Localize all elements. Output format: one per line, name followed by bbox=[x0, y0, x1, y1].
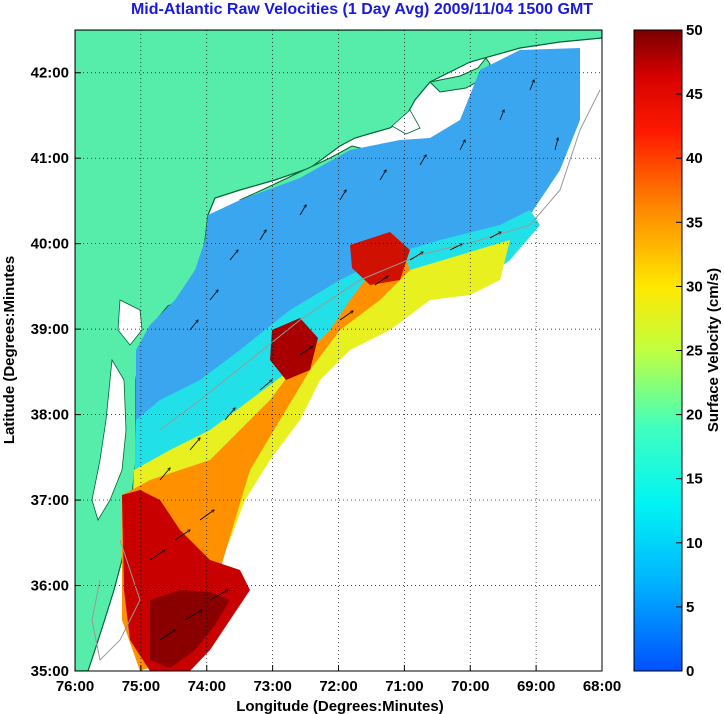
colorbar-tick-label: 5 bbox=[686, 599, 694, 616]
colorbar-tick-label: 20 bbox=[686, 407, 703, 424]
x-axis-ticks: 76:00 75:00 74:00 73:00 72:00 71:00 70:00 69:00… bbox=[56, 665, 621, 695]
colorbar-tick-label: 50 bbox=[686, 22, 703, 39]
y-tick-label: 37:00 bbox=[31, 492, 69, 509]
y-tick-label: 38:00 bbox=[31, 407, 69, 424]
x-tick-label: 70:00 bbox=[451, 678, 489, 695]
x-axis-title: Longitude (Degrees:Minutes) bbox=[236, 698, 444, 714]
map-title: Mid-Atlantic Raw Velocities (1 Day Avg) … bbox=[130, 1, 594, 18]
x-tick-label: 73:00 bbox=[253, 678, 291, 695]
y-axis-title: Latitude (Degrees:Minutes bbox=[1, 256, 18, 444]
velocity-arrows bbox=[149, 80, 558, 641]
colorbar-tick-label: 35 bbox=[686, 214, 703, 231]
y-tick-label: 39:00 bbox=[31, 321, 69, 338]
bathymetry-contour bbox=[159, 89, 601, 431]
velocity-field-low bbox=[136, 48, 580, 430]
narragansett-area bbox=[391, 109, 421, 135]
x-tick-label: 76:00 bbox=[56, 678, 94, 695]
x-tick-label: 75:00 bbox=[122, 678, 160, 695]
bathymetry-contour bbox=[91, 539, 141, 662]
y-tick-label: 41:00 bbox=[31, 150, 69, 167]
colorbar-ticks: 0 5 10 15 20 25 30 35 40 45 50 bbox=[676, 22, 703, 680]
y-tick-label: 35:00 bbox=[31, 663, 69, 680]
colorbar-tick-label: 30 bbox=[686, 278, 703, 295]
colorbar-tick-label: 40 bbox=[686, 150, 703, 167]
y-tick-label: 40:00 bbox=[31, 236, 69, 253]
velocity-field-high-core bbox=[150, 590, 230, 668]
y-axis-ticks: 35:00 36:00 37:00 38:00 39:00 40:00 41:00 42:00 bbox=[31, 65, 81, 680]
colorbar-label: Surface Velocity (cm/s) bbox=[705, 268, 722, 432]
colorbar bbox=[633, 29, 683, 672]
velocity-hotspot-east bbox=[350, 232, 410, 285]
x-tick-label: 68:00 bbox=[583, 678, 621, 695]
colorbar-tick-label: 25 bbox=[686, 343, 703, 360]
velocity-hotspot-central bbox=[270, 318, 318, 380]
x-tick-label: 74:00 bbox=[188, 678, 226, 695]
map-grid bbox=[75, 30, 602, 671]
x-tick-label: 71:00 bbox=[385, 678, 423, 695]
cape-cod bbox=[428, 57, 491, 93]
x-tick-label: 72:00 bbox=[319, 678, 357, 695]
colorbar-tick-label: 45 bbox=[686, 86, 703, 103]
colorbar-tick-label: 15 bbox=[686, 471, 703, 488]
delaware-bay bbox=[117, 299, 143, 346]
chesapeake-bay bbox=[91, 358, 127, 521]
colorbar-tick-label: 0 bbox=[686, 663, 694, 680]
colorbar-tick-label: 10 bbox=[686, 535, 703, 552]
y-tick-label: 42:00 bbox=[31, 65, 69, 82]
x-tick-label: 69:00 bbox=[517, 678, 555, 695]
y-tick-label: 36:00 bbox=[31, 578, 69, 595]
